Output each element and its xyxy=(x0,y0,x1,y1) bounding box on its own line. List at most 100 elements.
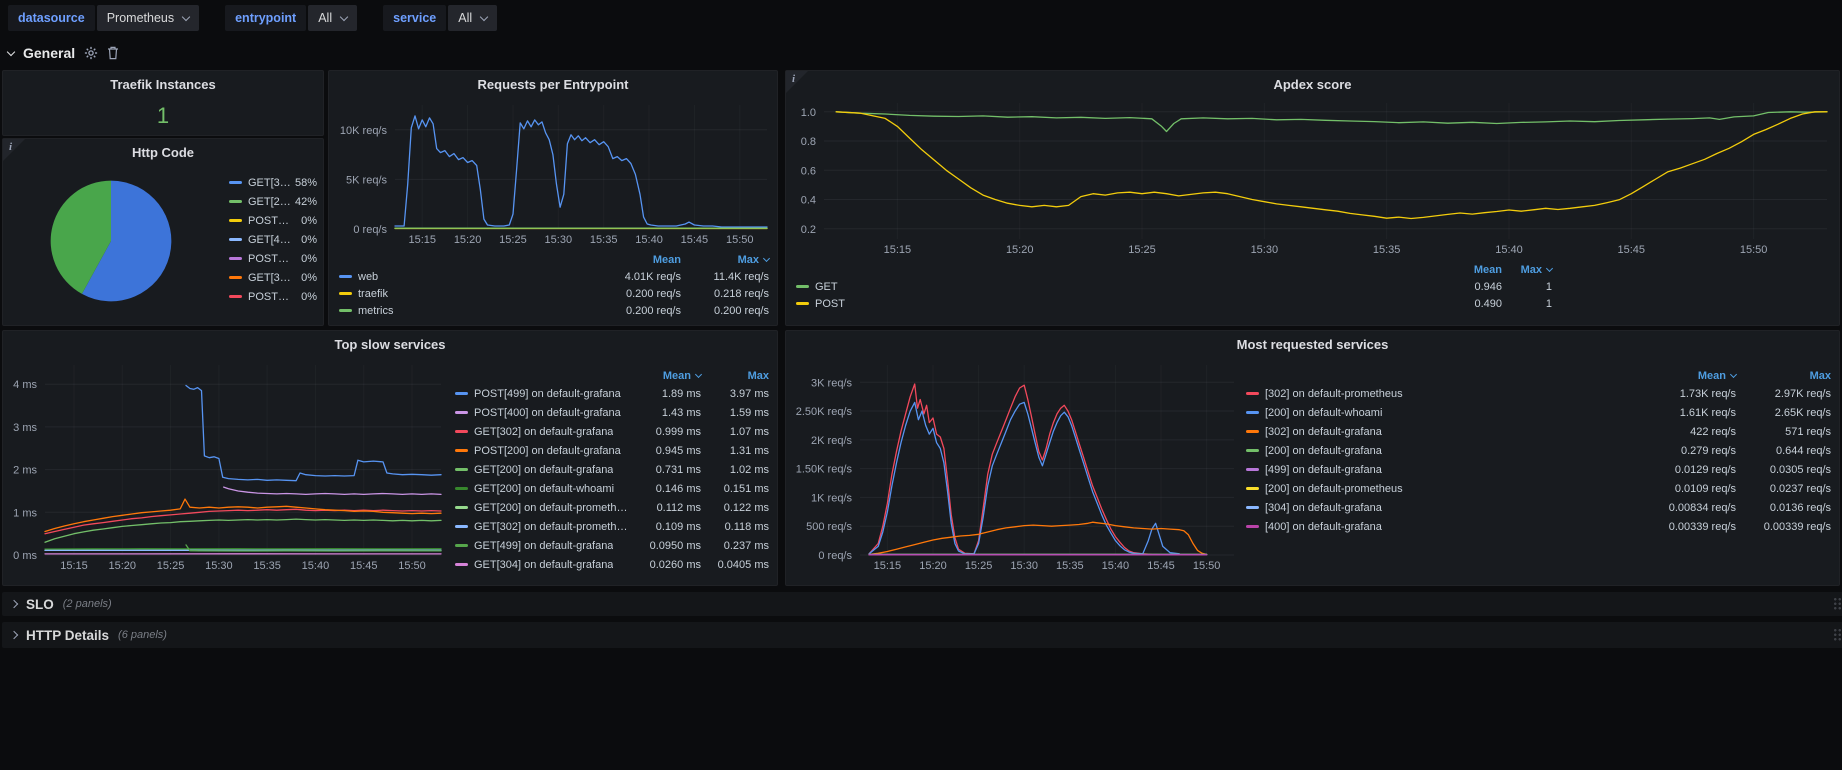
panel-title[interactable]: Traefik Instances xyxy=(110,77,216,92)
chevron-down-icon xyxy=(479,12,489,21)
legend-sort-mean[interactable]: Mean xyxy=(652,253,681,266)
legend-value: 3.97 ms xyxy=(729,387,769,400)
series-label[interactable]: GET[200] on default-grafana xyxy=(474,463,614,476)
legend-value: 1.61K req/s xyxy=(1679,406,1736,419)
sort-caret-icon xyxy=(1545,264,1554,273)
series-label[interactable]: [200] on default-whoami xyxy=(1265,406,1383,419)
legend-value: 1 xyxy=(1545,280,1552,293)
series-label[interactable]: [200] on default-prometheus xyxy=(1265,482,1403,495)
legend-row: GET[200] on default-grafana 0.731 ms 1.02 … xyxy=(455,460,769,479)
legend-sort-max[interactable]: Max xyxy=(747,369,769,382)
svg-text:15:40: 15:40 xyxy=(1102,560,1130,572)
legend-row: [200] on default-whoami 1.61K req/s 2.65K … xyxy=(1246,403,1831,422)
series-label[interactable]: GET[499] on default-grafana xyxy=(474,539,614,552)
svg-text:1K req/s: 1K req/s xyxy=(811,492,852,504)
series-label[interactable]: GET[499] xyxy=(248,233,291,246)
series-label[interactable]: GET[302] on default-prometheus xyxy=(474,520,633,533)
row-http-details[interactable]: HTTP Details (6 panels) xyxy=(2,622,1842,648)
row-slo[interactable]: SLO (2 panels) xyxy=(2,592,1842,616)
legend-row: [200] on default-prometheus 0.0109 req/s 0… xyxy=(1246,479,1831,498)
series-label[interactable]: metrics xyxy=(358,304,394,317)
series-label[interactable]: [200] on default-grafana xyxy=(1265,444,1382,457)
drag-handle-icon[interactable] xyxy=(1833,628,1842,642)
series-label[interactable]: [302] on default-prometheus xyxy=(1265,387,1403,400)
gear-icon[interactable] xyxy=(84,46,98,60)
legend-row: GET[302] 58% xyxy=(229,173,317,192)
drag-handle-icon[interactable] xyxy=(1833,597,1842,611)
legend-sort-max[interactable]: Max xyxy=(681,254,771,266)
svg-text:2 ms: 2 ms xyxy=(13,465,37,477)
legend-sort-mean[interactable]: Mean xyxy=(1473,263,1502,276)
series-label[interactable]: GET xyxy=(815,280,838,293)
svg-text:15:15: 15:15 xyxy=(408,234,436,246)
variable-value-datasource[interactable]: Prometheus xyxy=(96,5,200,31)
info-icon[interactable]: i xyxy=(9,141,13,153)
legend-row: GET[499] 0% xyxy=(229,230,317,249)
panel-title[interactable]: Http Code xyxy=(131,145,195,160)
series-label[interactable]: POST[400] on default-grafana xyxy=(474,406,621,419)
series-label[interactable]: web xyxy=(358,270,379,283)
series-label[interactable]: POST[200] on default-grafana xyxy=(474,444,621,457)
svg-text:0.2: 0.2 xyxy=(801,224,816,236)
series-label[interactable]: POST[400] xyxy=(248,290,291,303)
chart-legend: Mean Max [302] on default-prometheus 1.73K … xyxy=(1246,367,1831,536)
series-label[interactable]: POST[200] xyxy=(248,214,291,227)
legend-value: 422 req/s xyxy=(1690,425,1736,438)
legend-value: 0.237 ms xyxy=(723,539,769,552)
series-label[interactable]: GET[304] on default-grafana xyxy=(474,558,614,571)
series-color-marker xyxy=(455,563,468,566)
variable-value-entrypoint[interactable]: All xyxy=(308,5,358,31)
series-label[interactable]: POST[499] on default-grafana xyxy=(474,387,621,400)
series-label[interactable]: GET[200] on default-whoami xyxy=(474,482,615,495)
series-color-marker xyxy=(1246,487,1259,490)
legend-value: 0.0405 ms xyxy=(717,558,769,571)
info-icon[interactable]: i xyxy=(792,73,796,85)
legend-value: 0.109 ms xyxy=(655,520,701,533)
series-color-marker xyxy=(1246,525,1259,528)
series-color-marker xyxy=(229,257,242,260)
svg-text:2.50K req/s: 2.50K req/s xyxy=(796,406,853,418)
series-label[interactable]: [499] on default-grafana xyxy=(1265,463,1382,476)
panel-top-slow-services: Top slow services 15:15 15:20 15:25 15:30 15… xyxy=(2,330,778,586)
series-label[interactable]: traefik xyxy=(358,287,388,300)
series-label[interactable]: GET[302] xyxy=(248,176,291,189)
panel-title[interactable]: Most requested services xyxy=(1236,337,1389,352)
legend-row: GET[499] on default-grafana 0.0950 ms 0.23… xyxy=(455,536,769,555)
panel-title[interactable]: Top slow services xyxy=(334,337,446,352)
series-label[interactable]: GET[200] on default-prometheus xyxy=(474,501,633,514)
series-label[interactable]: GET[304] xyxy=(248,271,291,284)
time-series-chart[interactable]: 15:15 15:20 15:25 15:30 15:35 15:40 15:45 15:50… xyxy=(7,359,447,573)
panel-http-code: i Http Code GET[302] 58% GET[200] 42% POST[2… xyxy=(2,138,324,326)
series-label[interactable]: POST[499] xyxy=(248,252,291,265)
panel-title[interactable]: Apdex score xyxy=(1273,77,1352,92)
svg-text:15:25: 15:25 xyxy=(499,234,527,246)
svg-text:3 ms: 3 ms xyxy=(13,422,37,434)
legend-sort-mean[interactable]: Mean xyxy=(1641,370,1738,382)
series-label[interactable]: [302] on default-grafana xyxy=(1265,425,1382,438)
svg-text:1.50K req/s: 1.50K req/s xyxy=(796,464,853,476)
time-series-chart[interactable]: 15:15 15:20 15:25 15:30 15:35 15:40 15:45 15:50… xyxy=(790,97,1833,257)
chart-legend: Mean Max GET 0.946 1 POST 0.490 1 xyxy=(796,261,1554,312)
series-label[interactable]: GET[302] on default-grafana xyxy=(474,425,614,438)
time-series-chart[interactable]: 15:15 15:20 15:25 15:30 15:35 15:40 15:45 15:50… xyxy=(333,99,773,247)
series-label[interactable]: [400] on default-grafana xyxy=(1265,520,1382,533)
legend-sort-max[interactable]: Max xyxy=(1502,264,1554,276)
legend-value: 0.122 ms xyxy=(723,501,769,514)
svg-text:15:50: 15:50 xyxy=(1193,560,1221,572)
trash-icon[interactable] xyxy=(107,46,119,60)
legend-header: Mean Max xyxy=(796,261,1554,278)
legend-sort-max[interactable]: Max xyxy=(1809,369,1831,382)
series-label[interactable]: [304] on default-grafana xyxy=(1265,501,1382,514)
legend-value: 0% xyxy=(301,214,317,227)
variable-value-service[interactable]: All xyxy=(448,5,498,31)
pie-chart[interactable] xyxy=(45,175,177,307)
series-label[interactable]: POST xyxy=(815,297,845,310)
series-color-marker xyxy=(1246,506,1259,509)
legend-value: 0.490 xyxy=(1474,297,1502,310)
panel-title[interactable]: Requests per Entrypoint xyxy=(477,77,629,92)
row-title: General xyxy=(23,45,76,61)
time-series-chart[interactable]: 15:15 15:20 15:25 15:30 15:35 15:40 15:45 15:50… xyxy=(790,359,1240,573)
row-general[interactable]: General xyxy=(6,42,119,64)
legend-sort-mean[interactable]: Mean xyxy=(633,370,703,382)
series-label[interactable]: GET[200] xyxy=(248,195,291,208)
